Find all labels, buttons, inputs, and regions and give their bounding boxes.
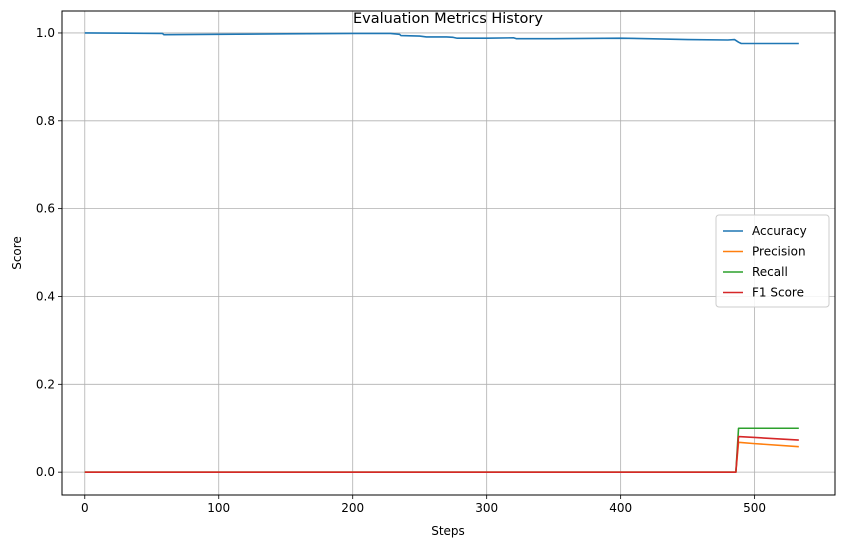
chart-title: Evaluation Metrics History <box>353 11 543 27</box>
y-axis-title: Score <box>10 236 24 270</box>
axis-ticks: 0 100 200 300 400 500 0.0 0.2 0.4 0.6 0.8 1.0 <box>36 26 766 515</box>
x-tick-label: 100 <box>207 501 230 515</box>
x-axis-title: Steps <box>431 524 465 538</box>
x-tick-label: 200 <box>341 501 364 515</box>
y-tick-label: 0.6 <box>36 202 55 216</box>
legend-label: Precision <box>752 245 806 259</box>
y-tick-label: 0.2 <box>36 377 55 391</box>
y-tick-label: 0.4 <box>36 289 55 303</box>
legend-label: Recall <box>752 265 788 279</box>
x-tick-label: 300 <box>475 501 498 515</box>
grid-lines <box>62 11 835 495</box>
legend-box <box>715 214 830 308</box>
x-tick-label: 500 <box>743 501 766 515</box>
y-tick-label: 0.0 <box>36 465 55 479</box>
legend-label: F1 Score <box>752 286 804 300</box>
x-tick-label: 0 <box>81 501 89 515</box>
legend: Accuracy Precision Recall F1 Score <box>715 214 830 308</box>
y-tick-label: 0.8 <box>36 114 55 128</box>
series-line-f1-score <box>84 435 799 473</box>
legend-label: Accuracy <box>752 224 807 238</box>
series-lines <box>84 32 799 473</box>
x-tick-label: 400 <box>609 501 632 515</box>
plot-frame <box>61 10 836 496</box>
series-line-accuracy <box>84 32 799 45</box>
y-tick-label: 1.0 <box>36 26 55 40</box>
